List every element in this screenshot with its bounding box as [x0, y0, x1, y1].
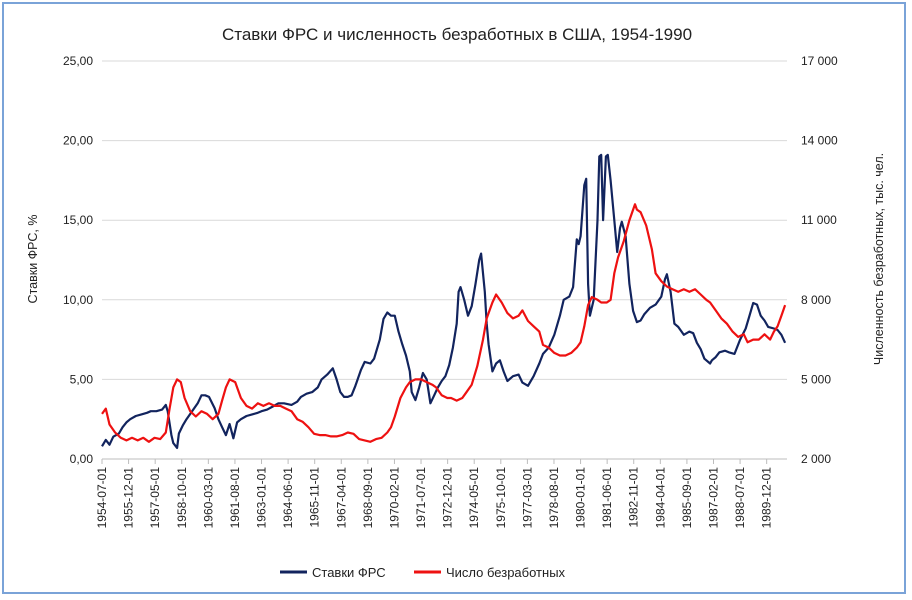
x-tick-label: 1977-03-01 — [520, 467, 534, 529]
left-tick-label: 15,00 — [63, 213, 93, 227]
series-group — [101, 153, 787, 449]
x-tick-label: 1957-05-01 — [148, 467, 162, 529]
left-axis-ticks: 0,00 5,00 10,00 15,00 20,00 25,00 — [63, 54, 93, 466]
x-tick-label: 1981-06-01 — [600, 467, 614, 529]
x-tick-label: 1958-10-01 — [175, 467, 189, 529]
x-tick-label: 1954-07-01 — [95, 467, 109, 529]
left-tick-label: 25,00 — [63, 54, 93, 68]
x-tick-label: 1970-02-01 — [387, 467, 401, 529]
chart-title: Ставки ФРС и численность безработных в С… — [222, 25, 692, 44]
x-axis-ticks: 1954-07-01 1955-12-01 1957-05-01 1958-10-01… — [95, 459, 774, 528]
x-tick-label: 1984-04-01 — [653, 467, 667, 529]
x-tick-label: 1975-10-01 — [494, 467, 508, 529]
series-line-fed-rate — [101, 153, 787, 449]
x-tick-label: 1978-08-01 — [547, 467, 561, 529]
right-tick-label: 2 000 — [801, 452, 831, 466]
right-tick-label: 11 000 — [801, 213, 837, 227]
right-tick-label: 5 000 — [801, 372, 831, 386]
x-tick-label: 1968-09-01 — [361, 467, 375, 529]
right-tick-label: 14 000 — [801, 134, 838, 148]
x-tick-label: 1987-02-01 — [706, 467, 720, 529]
x-tick-label: 1965-11-01 — [308, 467, 322, 528]
x-tick-label: 1964-06-01 — [281, 467, 295, 529]
x-tick-label: 1974-05-01 — [467, 467, 481, 529]
x-tick-label: 1967-04-01 — [334, 467, 348, 529]
left-axis-label: Ставки ФРС, % — [26, 215, 40, 304]
x-tick-label: 1961-08-01 — [228, 467, 242, 529]
legend-label: Число безработных — [446, 565, 566, 580]
x-tick-label: 1955-12-01 — [122, 467, 136, 529]
x-tick-label: 1982-11-01 — [627, 467, 641, 528]
chart-frame: Ставки ФРС и численность безработных в С… — [2, 2, 906, 594]
legend-label: Ставки ФРС — [312, 565, 386, 580]
right-tick-label: 8 000 — [801, 293, 831, 307]
gridlines — [102, 60, 787, 460]
x-tick-label: 1963-01-01 — [255, 467, 269, 529]
x-tick-label: 1971-07-01 — [414, 467, 428, 529]
left-tick-label: 0,00 — [70, 452, 94, 466]
x-tick-label: 1988-07-01 — [733, 467, 747, 529]
chart-svg: Ставки ФРС и численность безработных в С… — [26, 25, 886, 580]
left-tick-label: 20,00 — [63, 134, 93, 148]
series-line-unemployed — [101, 203, 787, 443]
left-tick-label: 10,00 — [63, 293, 93, 307]
legend: Ставки ФРС Число безработных — [280, 565, 566, 580]
right-axis-label: Численность безработных, тыс. чел. — [872, 153, 886, 365]
x-tick-label: 1960-03-01 — [201, 467, 215, 529]
right-tick-label: 17 000 — [801, 54, 838, 68]
x-tick-label: 1985-09-01 — [680, 467, 694, 529]
left-tick-label: 5,00 — [70, 372, 94, 386]
x-tick-label: 1972-12-01 — [441, 467, 455, 529]
x-tick-label: 1980-01-01 — [574, 467, 588, 529]
x-tick-label: 1989-12-01 — [760, 467, 774, 529]
right-axis-ticks: 2 000 5 000 8 000 11 000 14 000 17 000 — [801, 54, 838, 466]
